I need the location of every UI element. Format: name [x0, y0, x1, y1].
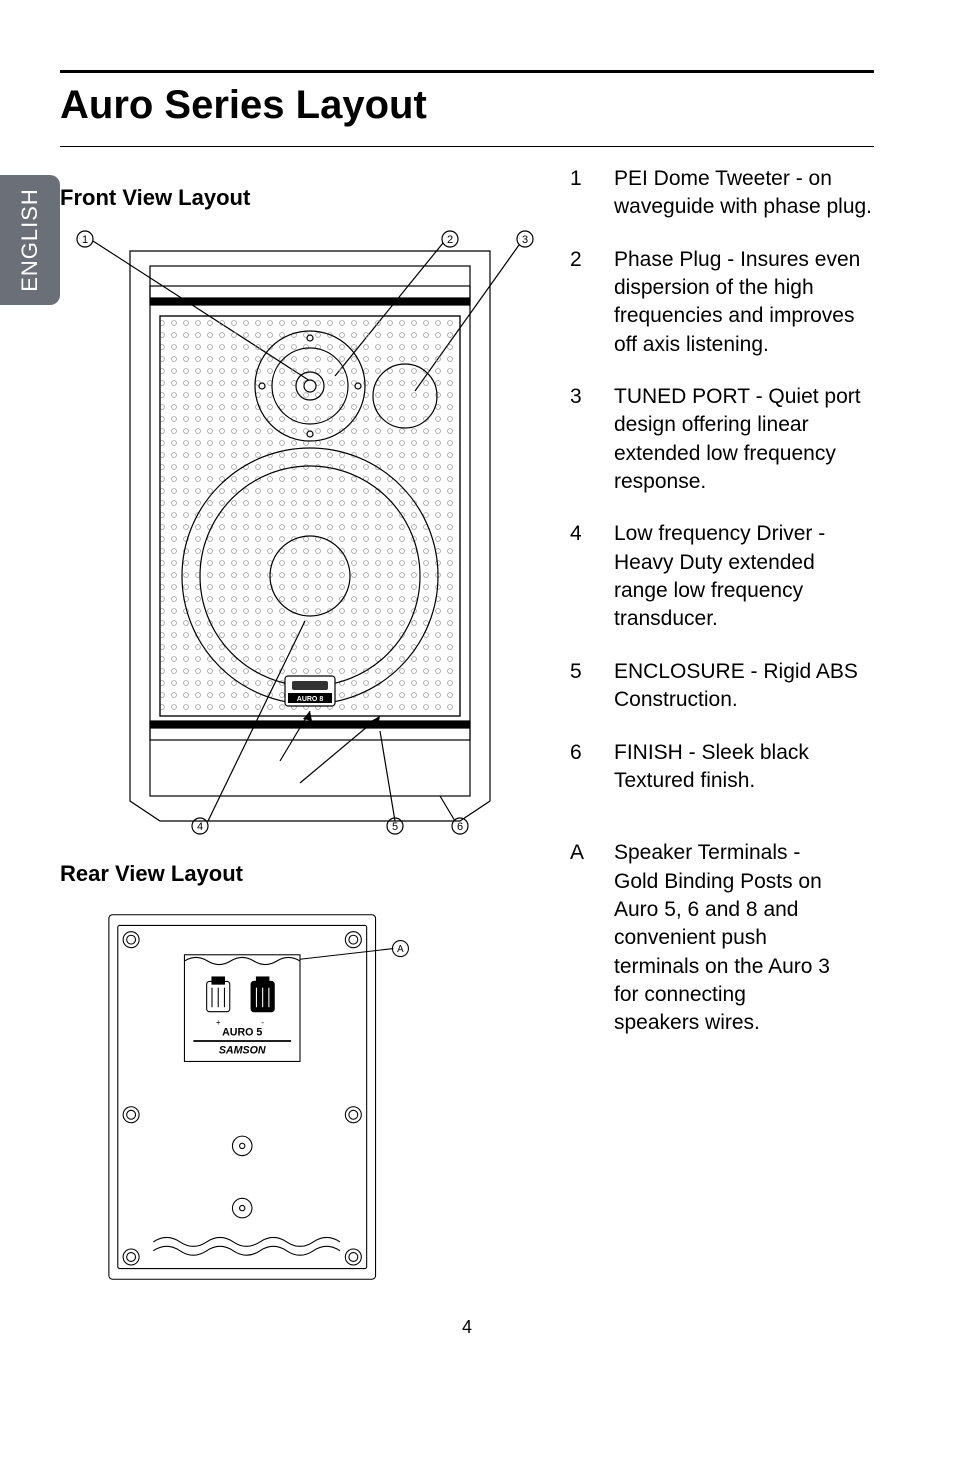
rear-view-heading: Rear View Layout — [60, 861, 540, 887]
feature-text: Speaker Terminals - Gold Binding Posts o… — [614, 839, 874, 1037]
feature-item: 6 FINISH - Sleek black Textured finish. — [570, 739, 874, 796]
feature-number: 2 — [570, 246, 594, 359]
feature-text: TUNED PORT - Quiet port design offering … — [614, 383, 874, 496]
svg-text:SAMSON: SAMSON — [219, 1044, 266, 1056]
feature-text: Low frequency Driver - Heavy Duty extend… — [614, 520, 874, 633]
feature-number: 1 — [570, 165, 594, 222]
svg-text:AURO 5: AURO 5 — [222, 1027, 262, 1039]
feature-text: ENCLOSURE - Rigid ABS Construction. — [614, 658, 874, 715]
feature-number: 6 — [570, 739, 594, 796]
svg-text:2: 2 — [447, 234, 453, 246]
svg-text:-: - — [261, 1018, 264, 1027]
rear-view-diagram: + - AURO 5 SAMSON A — [100, 897, 420, 1297]
feature-item: 1 PEI Dome Tweeter - on waveguide with ph… — [570, 165, 874, 222]
feature-item: 4Low frequency Driver - Heavy Duty exten… — [570, 520, 874, 633]
svg-text:AURO 8: AURO 8 — [297, 696, 324, 703]
feature-item: 3TUNED PORT - Quiet port design offering… — [570, 383, 874, 496]
front-view-heading: Front View Layout — [60, 185, 540, 211]
svg-text:4: 4 — [197, 821, 203, 833]
svg-text:1: 1 — [82, 234, 88, 246]
feature-text: Phase Plug - Insures even dispersion of … — [614, 246, 874, 359]
svg-text:A: A — [397, 944, 404, 955]
feature-item: 5 ENCLOSURE - Rigid ABS Construction. — [570, 658, 874, 715]
feature-text: FINISH - Sleek black Textured finish. — [614, 739, 874, 796]
svg-text:6: 6 — [457, 821, 463, 833]
svg-text:+: + — [216, 1018, 221, 1027]
feature-text: PEI Dome Tweeter - on waveguide with pha… — [614, 165, 874, 222]
feature-number: 5 — [570, 658, 594, 715]
page-title: Auro Series Layout — [60, 83, 874, 128]
feature-number: 4 — [570, 520, 594, 633]
svg-text:5: 5 — [392, 821, 398, 833]
page-number: 4 — [60, 1317, 874, 1338]
feature-number: 3 — [570, 383, 594, 496]
rear-feature-item: ASpeaker Terminals - Gold Binding Posts … — [570, 839, 874, 1037]
feature-number: A — [570, 839, 594, 1037]
feature-item: 2Phase Plug - Insures even dispersion of… — [570, 246, 874, 359]
front-view-diagram: 1 2 3 — [60, 221, 540, 841]
language-tab: ENGLISH — [17, 188, 43, 292]
svg-text:3: 3 — [522, 234, 528, 246]
